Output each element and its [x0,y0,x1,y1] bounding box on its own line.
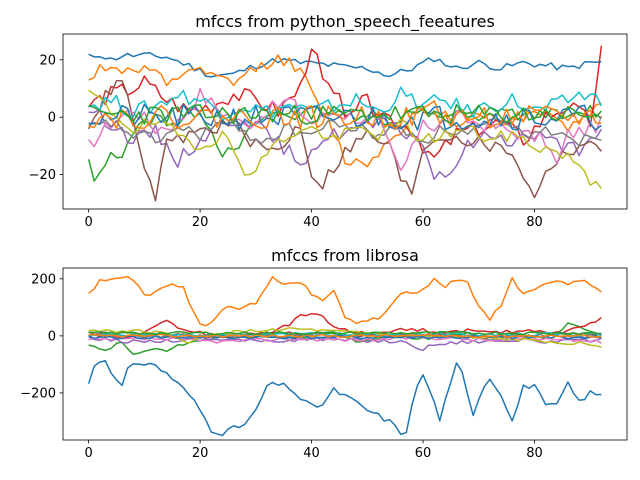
x-tick-label: 60 [415,446,432,461]
series-line-5 [88,108,602,180]
series-line-6 [87,80,602,202]
series-line-10 [88,86,603,121]
x-tick-label: 20 [192,215,209,230]
y-tick-label: 200 [31,272,56,287]
series-line-4 [88,312,602,339]
chart-1: 0 20 40 60 80 −20 0 20 mfccs from python_speech_… [29,12,628,230]
series-line-11 [88,103,602,131]
series-lines [87,45,603,202]
y-tick-label: −20 [29,168,56,183]
plot-frame [62,33,628,210]
x-tick-label: 40 [303,215,320,230]
x-tick-label: 0 [84,215,92,230]
x-tick-label: 0 [84,446,92,461]
y-tick-label: 20 [39,53,56,68]
series-line-1 [88,52,602,78]
x-tick-label: 40 [303,446,320,461]
series-line-12 [88,333,602,339]
series-line-7 [88,87,603,172]
chart-title: mfccs from librosa [271,246,419,265]
chart-title: mfccs from python_speech_feeatures [195,12,495,32]
series-line-2 [88,54,602,168]
x-tick-label: 80 [526,446,543,461]
series-line-2 [88,275,602,327]
series-lines [87,275,602,437]
chart-2: 0 20 40 60 80 −200 0 200 mfccs from librosa [20,246,628,461]
series-line-9 [88,89,602,189]
y-tick-label: −200 [20,386,56,401]
series-line-13 [88,103,602,125]
x-tick-label: 80 [526,215,543,230]
series-line-1 [87,359,602,437]
y-tick-label: 0 [48,329,56,344]
y-tick-label: 0 [48,111,56,126]
series-line-7 [88,335,602,344]
x-tick-label: 60 [415,215,432,230]
plot-frame [62,267,628,441]
series-line-13 [88,330,602,336]
x-tick-label: 20 [192,446,209,461]
